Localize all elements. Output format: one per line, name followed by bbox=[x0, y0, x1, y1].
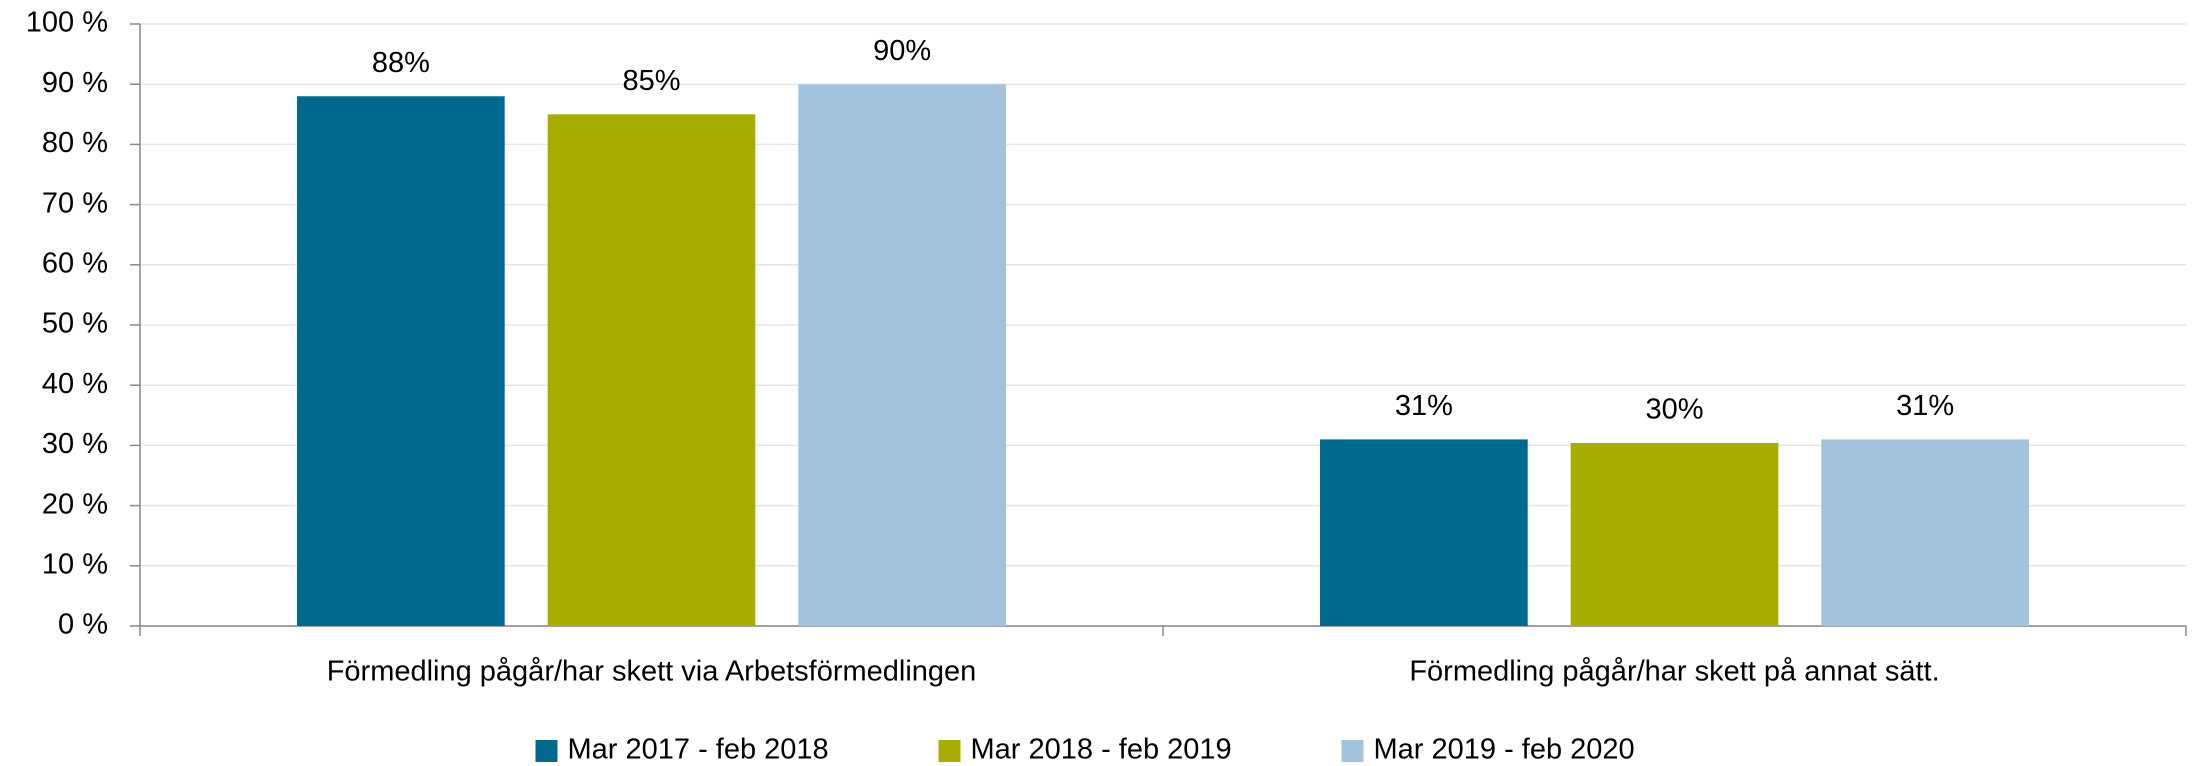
bar bbox=[798, 84, 1006, 626]
bar bbox=[1320, 439, 1528, 626]
y-tick-label: 90 % bbox=[42, 67, 108, 99]
legend-swatch bbox=[938, 740, 961, 762]
legend-swatch bbox=[535, 740, 558, 762]
y-tick-label: 10 % bbox=[42, 548, 108, 580]
y-tick-label: 0 % bbox=[58, 609, 108, 641]
y-tick-label: 100 % bbox=[26, 7, 108, 39]
data-label: 30% bbox=[1645, 394, 1703, 426]
legend-swatch bbox=[1341, 740, 1364, 762]
data-label: 31% bbox=[1896, 390, 1954, 422]
y-tick-label: 30 % bbox=[42, 428, 108, 460]
data-label: 90% bbox=[873, 35, 931, 67]
y-tick-label: 40 % bbox=[42, 368, 108, 400]
legend-label: Mar 2018 - feb 2019 bbox=[971, 734, 1232, 766]
legend-label: Mar 2017 - feb 2018 bbox=[568, 734, 829, 766]
y-tick-label: 50 % bbox=[42, 308, 108, 340]
legend-label: Mar 2019 - feb 2020 bbox=[1374, 734, 1635, 766]
data-label: 85% bbox=[622, 65, 680, 97]
bar bbox=[1821, 439, 2029, 626]
x-tick-label: Förmedling pågår/har skett via Arbetsför… bbox=[327, 656, 977, 688]
data-label: 31% bbox=[1395, 390, 1453, 422]
data-label: 88% bbox=[372, 47, 430, 79]
bar bbox=[297, 96, 505, 627]
bar bbox=[547, 114, 756, 627]
bar bbox=[1570, 442, 1779, 626]
x-tick-label: Förmedling pågår/har skett på annat sätt… bbox=[1409, 656, 1939, 688]
y-tick-label: 80 % bbox=[42, 127, 108, 159]
y-tick-label: 70 % bbox=[42, 187, 108, 219]
y-tick-label: 20 % bbox=[42, 488, 108, 520]
y-tick-label: 60 % bbox=[42, 247, 108, 279]
